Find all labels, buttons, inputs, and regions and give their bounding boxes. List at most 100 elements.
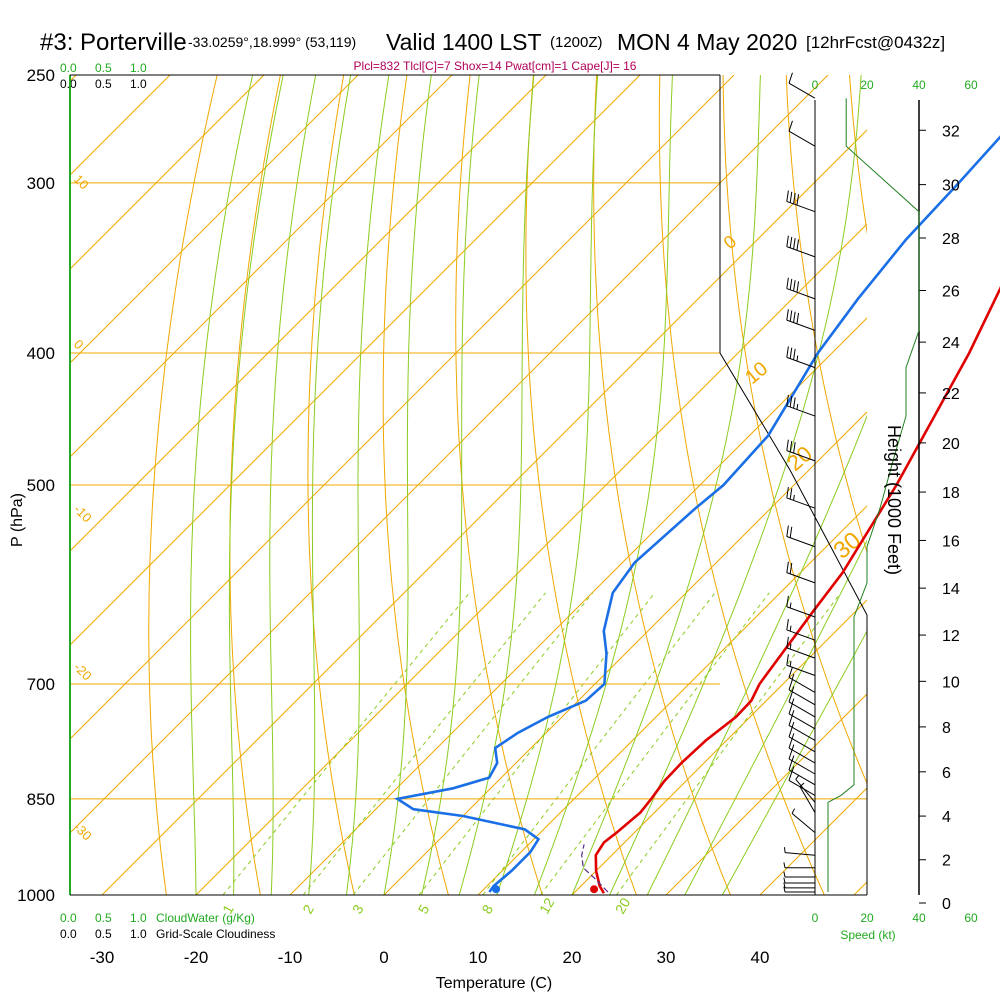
- isotherm-line: [70, 75, 359, 364]
- moist-adiabat: [421, 75, 480, 895]
- wind-barb-feather: [788, 759, 793, 770]
- surface-temperature-marker: [590, 885, 599, 894]
- isotherm-line: [853, 881, 867, 895]
- wind-barb: [783, 882, 815, 889]
- pressure-tick-label: 400: [27, 344, 55, 363]
- wind-barb-feather: [786, 394, 789, 406]
- wind-barb-feather: [786, 190, 789, 202]
- height-tick-label: 26: [942, 284, 960, 301]
- wind-barb-staff: [786, 405, 816, 417]
- moist-adiabat: [571, 75, 761, 895]
- wind-barb-feather: [786, 439, 789, 451]
- pressure-tick-label: 850: [27, 790, 55, 809]
- temperature-tick-label: 20: [563, 948, 582, 967]
- wind-barb-staff: [786, 606, 816, 618]
- wind-barb-half-feather: [796, 355, 799, 362]
- wind-barb-half-feather: [791, 710, 795, 716]
- height-tick-label: 16: [942, 533, 960, 550]
- wind-barb-feather: [789, 440, 793, 452]
- wind-barb: [788, 714, 816, 741]
- wind-barb-half-feather: [789, 660, 792, 667]
- wind-barb-staff: [786, 319, 816, 331]
- speed-tick-label-top: 60: [964, 78, 978, 92]
- speed-tick-label-top: 0: [812, 78, 819, 92]
- sounding-indices: Plcl=832 Tlcl[C]=7 Shox=14 Pwat[cm]=1 Ca…: [354, 59, 637, 73]
- wind-barb-feather: [789, 488, 793, 500]
- temperature-line: [594, 286, 1000, 894]
- height-tick-label: 8: [942, 720, 951, 737]
- background-lines: [70, 75, 867, 895]
- wind-barb-feather: [789, 310, 793, 322]
- y-axis-title: P (hPa): [9, 493, 26, 547]
- wind-barb-half-feather: [783, 877, 786, 884]
- wind-barb-staff: [786, 647, 816, 659]
- moist-adiabat: [609, 75, 862, 895]
- wind-barb-feather: [786, 595, 789, 607]
- wind-barb: [786, 439, 816, 462]
- station-coords: -33.0259°,18.999° (53,119): [188, 34, 356, 50]
- wind-barb: [788, 703, 816, 730]
- cloudwater-label: CloudWater (g/Kg): [156, 911, 255, 925]
- wind-barb-feather: [786, 618, 789, 631]
- moist-adiabat: [308, 75, 352, 895]
- wind-barb-staff: [788, 736, 816, 753]
- temperature-tick-label: 30: [657, 948, 676, 967]
- dry-adiabat: [148, 75, 218, 895]
- temperature-tick-label: -10: [278, 948, 303, 967]
- speed-tick-label-bottom: 0: [812, 911, 819, 925]
- wind-barb: [788, 72, 816, 99]
- wind-barb-staff: [799, 786, 816, 813]
- wind-barb: [786, 654, 816, 676]
- speed-tick-label-bottom: 60: [964, 911, 978, 925]
- wind-barb: [786, 618, 816, 641]
- date-label: MON 4 May 2020: [617, 29, 797, 55]
- cw-top-tick: 0.5: [95, 61, 112, 75]
- wind-barb-half-feather: [791, 808, 796, 814]
- wind-barb: [783, 862, 815, 869]
- height-tick-label: 6: [942, 765, 951, 782]
- isotherm-label: 10: [71, 172, 92, 193]
- wind-barb-feather: [788, 714, 793, 726]
- speed-tick-label-bottom: 40: [912, 911, 926, 925]
- moist-adiabat: [684, 539, 867, 895]
- moist-adiabat: [533, 75, 673, 895]
- wind-barb-feather: [796, 312, 800, 324]
- cc-bottom-tick: 0.0: [60, 927, 77, 941]
- wind-barb: [786, 486, 816, 509]
- height-axis-title: Height (1000 Feet): [884, 425, 904, 575]
- wind-barb: [795, 774, 816, 803]
- wind-barb-feather: [796, 239, 800, 251]
- speed-tick-label-top: 40: [912, 78, 926, 92]
- wind-barb-feather: [788, 748, 793, 760]
- wind-barb-half-feather: [783, 847, 786, 853]
- wind-barb-feather: [788, 726, 793, 737]
- wind-barb-feather: [788, 72, 793, 84]
- cc-top-tick: 1.0: [130, 77, 147, 91]
- wind-barb: [786, 309, 816, 331]
- surface-dewpoint-marker: [492, 885, 501, 894]
- cloudwater-scale-top: 0.0 0.5 1.0 0.0 0.5 1.0: [60, 61, 147, 91]
- wind-barb-staff: [788, 689, 816, 706]
- height-tick-label: 4: [942, 809, 951, 826]
- wind-barb-feather: [793, 238, 796, 250]
- moist-adiabat: [383, 75, 432, 895]
- moist-adiabat: [190, 75, 254, 895]
- wind-barb-staff: [788, 724, 816, 741]
- dry-adiabat: [658, 75, 825, 895]
- height-tick-label: 20: [942, 436, 960, 453]
- wind-barb-staff: [788, 769, 816, 786]
- moist-adiabat: [269, 75, 317, 895]
- isotherm-label: 0: [720, 231, 741, 253]
- wind-barb-half-feather: [791, 673, 795, 680]
- wind-barb-staff: [786, 246, 816, 258]
- moist-adiabat: [496, 75, 599, 895]
- wind-barb-feather: [786, 486, 789, 499]
- cc-top-tick: 0.5: [95, 77, 112, 91]
- mixing-ratio-line: [418, 592, 656, 895]
- mixing-ratio-line: [302, 592, 546, 895]
- wind-barb-staff: [786, 629, 816, 641]
- wind-panel: 0020204040606002468101214161820222426283…: [783, 72, 978, 925]
- isotherm-line: [571, 599, 867, 895]
- wind-barb: [788, 679, 816, 706]
- forecast-label: [12hrFcst@0432z]: [806, 33, 945, 52]
